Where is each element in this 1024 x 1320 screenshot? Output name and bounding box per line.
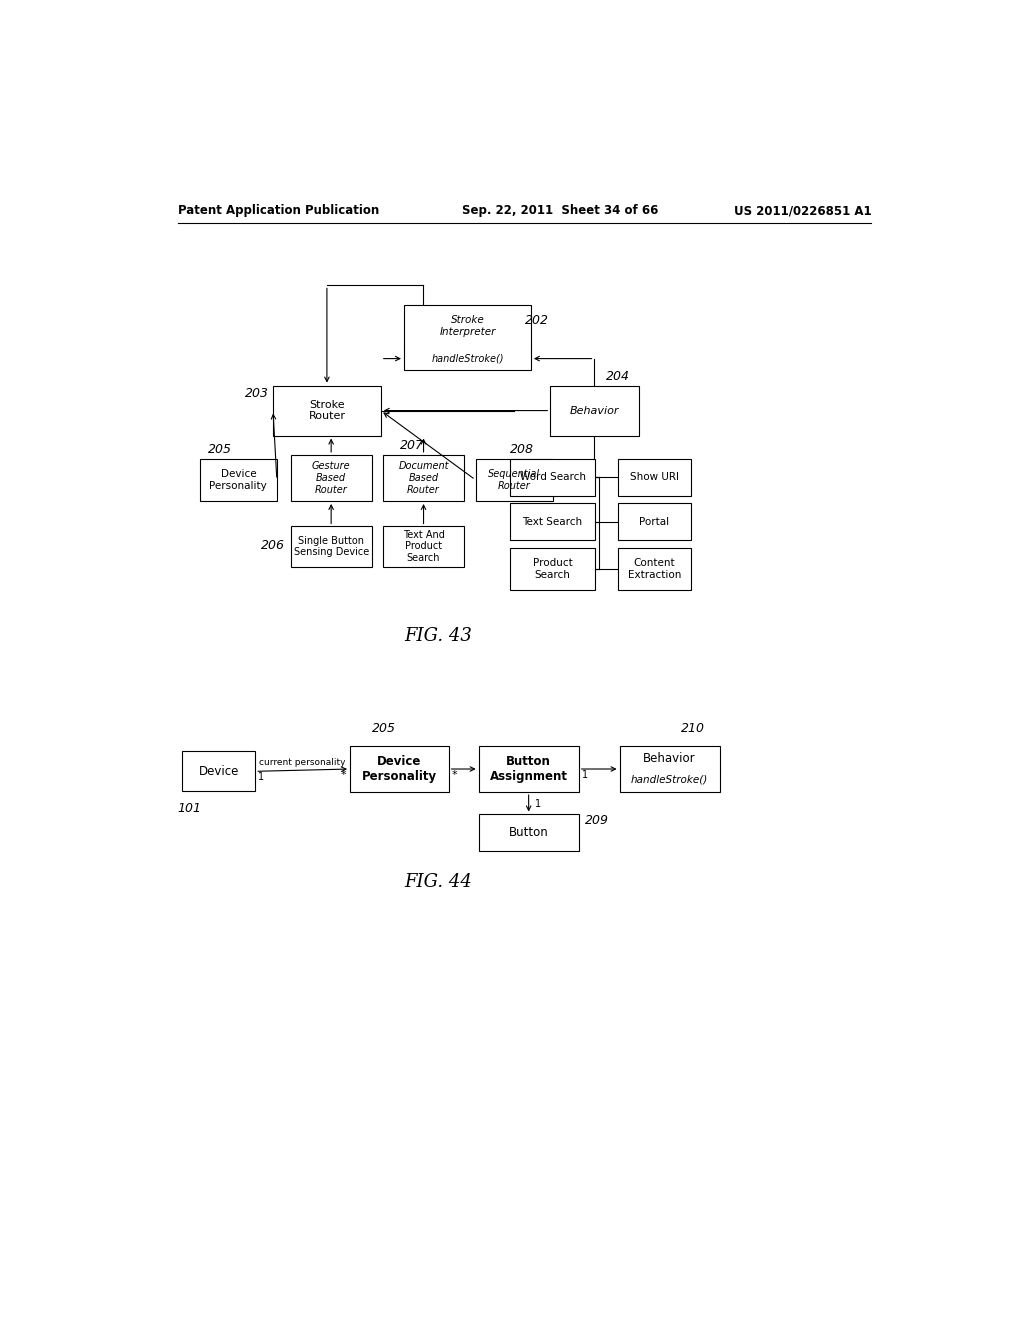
- Text: 204: 204: [605, 370, 630, 383]
- Text: Button
Assignment: Button Assignment: [489, 755, 567, 783]
- Text: 1: 1: [582, 770, 588, 780]
- FancyBboxPatch shape: [620, 746, 720, 792]
- Text: 205: 205: [208, 444, 231, 455]
- Text: FIG. 43: FIG. 43: [404, 627, 472, 644]
- Text: Device
Personality: Device Personality: [361, 755, 437, 783]
- FancyBboxPatch shape: [617, 548, 691, 590]
- Text: Gesture
Based
Router: Gesture Based Router: [312, 462, 350, 495]
- Text: 210: 210: [681, 722, 705, 735]
- FancyBboxPatch shape: [475, 459, 553, 502]
- FancyBboxPatch shape: [510, 503, 595, 540]
- FancyBboxPatch shape: [291, 527, 372, 566]
- FancyBboxPatch shape: [273, 385, 381, 436]
- Text: Behavior: Behavior: [643, 752, 696, 764]
- FancyBboxPatch shape: [510, 548, 595, 590]
- Text: 203: 203: [245, 387, 269, 400]
- Text: *: *: [341, 770, 346, 780]
- Text: Text Search: Text Search: [522, 517, 583, 527]
- FancyBboxPatch shape: [403, 305, 531, 370]
- FancyBboxPatch shape: [478, 814, 579, 851]
- Text: Patent Application Publication: Patent Application Publication: [178, 205, 380, 218]
- FancyBboxPatch shape: [617, 503, 691, 540]
- Text: current personality: current personality: [259, 758, 346, 767]
- FancyBboxPatch shape: [383, 455, 464, 502]
- FancyBboxPatch shape: [617, 459, 691, 496]
- Text: Product
Search: Product Search: [532, 558, 572, 579]
- Text: Content
Extraction: Content Extraction: [628, 558, 681, 579]
- FancyBboxPatch shape: [510, 459, 595, 496]
- Text: 1: 1: [535, 799, 541, 809]
- Text: 208: 208: [510, 444, 534, 455]
- Text: Single Button
Sensing Device: Single Button Sensing Device: [294, 536, 369, 557]
- Text: Text And
Product
Search: Text And Product Search: [402, 529, 444, 564]
- Text: Stroke
Interpreter: Stroke Interpreter: [439, 315, 496, 337]
- Text: handleStroke(): handleStroke(): [431, 354, 504, 363]
- FancyBboxPatch shape: [550, 385, 639, 436]
- FancyBboxPatch shape: [350, 746, 449, 792]
- Text: Device
Personality: Device Personality: [210, 469, 267, 491]
- Text: Sep. 22, 2011  Sheet 34 of 66: Sep. 22, 2011 Sheet 34 of 66: [462, 205, 658, 218]
- Text: handleStroke(): handleStroke(): [631, 775, 709, 784]
- Text: Document
Based
Router: Document Based Router: [398, 462, 449, 495]
- FancyBboxPatch shape: [478, 746, 579, 792]
- Text: Show URI: Show URI: [630, 473, 679, 482]
- Text: Device: Device: [199, 764, 239, 777]
- Text: 206: 206: [260, 539, 285, 552]
- Text: 207: 207: [400, 440, 424, 453]
- Text: US 2011/0226851 A1: US 2011/0226851 A1: [733, 205, 871, 218]
- Text: *: *: [452, 770, 458, 780]
- FancyBboxPatch shape: [383, 527, 464, 566]
- Text: 202: 202: [525, 314, 549, 326]
- FancyBboxPatch shape: [182, 751, 255, 792]
- Text: Button: Button: [509, 826, 549, 840]
- FancyBboxPatch shape: [200, 459, 276, 502]
- Text: 209: 209: [585, 814, 609, 828]
- Text: Behavior: Behavior: [569, 405, 620, 416]
- FancyBboxPatch shape: [291, 455, 372, 502]
- Text: 205: 205: [372, 722, 396, 735]
- Text: 101: 101: [178, 801, 202, 814]
- Text: Stroke
Router: Stroke Router: [308, 400, 345, 421]
- Text: Portal: Portal: [639, 517, 670, 527]
- Text: Word Search: Word Search: [519, 473, 586, 482]
- Text: 1: 1: [258, 772, 264, 783]
- Text: Sequential
Router: Sequential Router: [488, 469, 540, 491]
- Text: FIG. 44: FIG. 44: [404, 874, 472, 891]
